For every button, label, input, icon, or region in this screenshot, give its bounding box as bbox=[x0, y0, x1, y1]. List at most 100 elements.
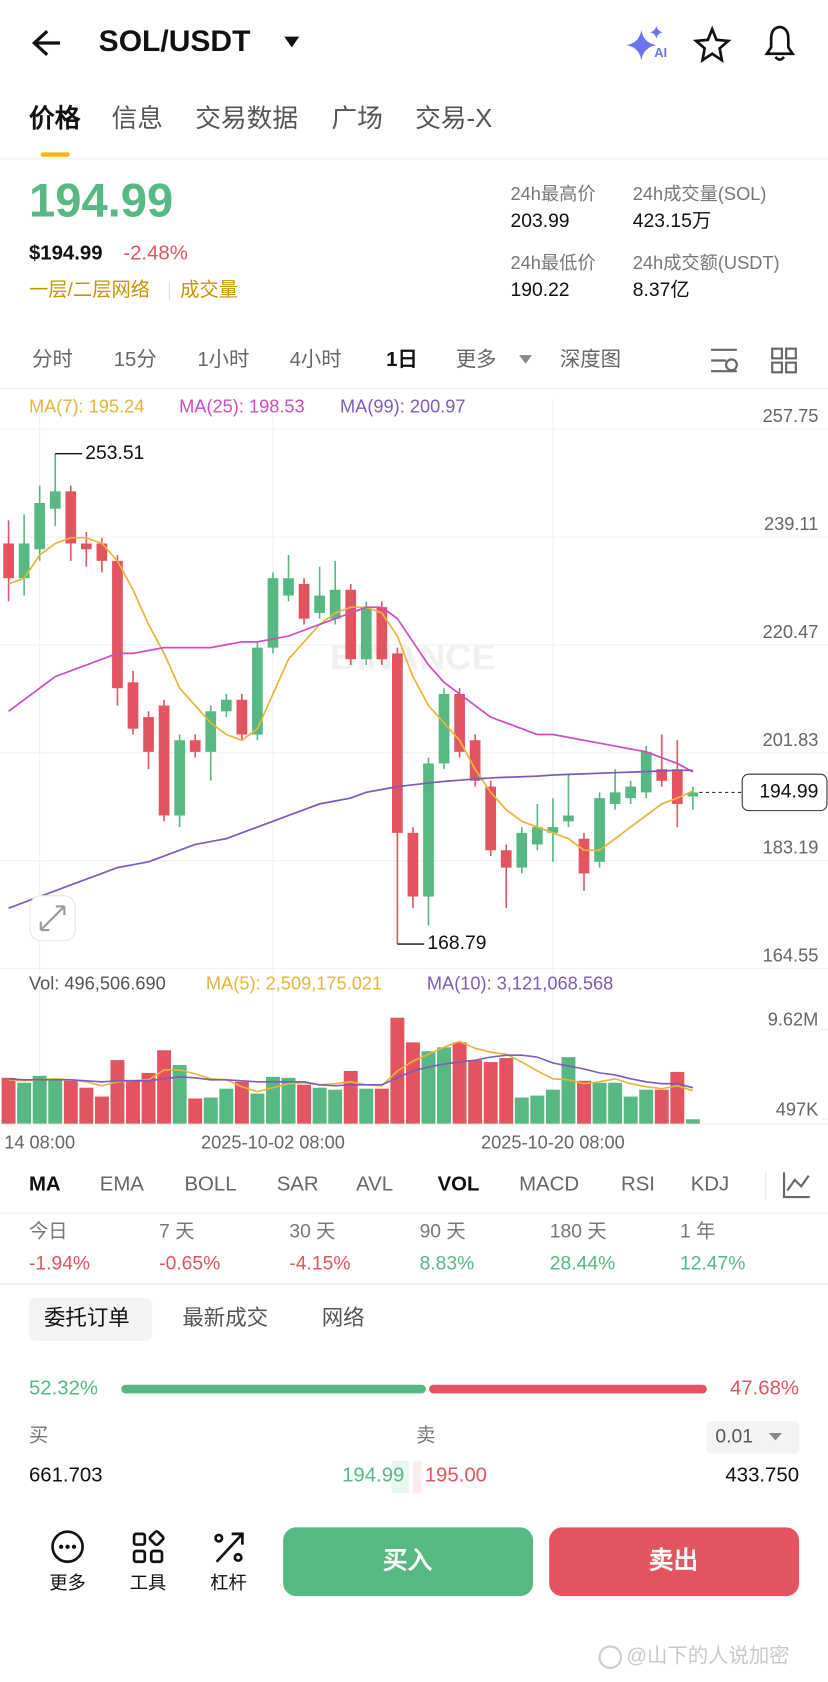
interval[interactable]: 15分 bbox=[114, 348, 157, 371]
buy-ratio-label: 52.32% bbox=[29, 1377, 98, 1399]
interval[interactable]: 分时 bbox=[32, 348, 73, 371]
interval[interactable]: 1日 bbox=[386, 349, 418, 371]
volume-bar bbox=[359, 1088, 374, 1125]
leverage-icon[interactable] bbox=[214, 1532, 244, 1563]
candle-body bbox=[158, 705, 170, 816]
interval[interactable]: 4小时 bbox=[290, 348, 342, 371]
ai-icon[interactable]: AI bbox=[626, 25, 667, 61]
candle-body bbox=[423, 763, 434, 897]
candle-body bbox=[656, 769, 668, 781]
perf-value: 28.44% bbox=[550, 1254, 615, 1275]
tag[interactable]: 成交量 bbox=[180, 279, 238, 301]
volume-bar bbox=[265, 1076, 280, 1125]
volume-bar bbox=[468, 1060, 483, 1125]
action-label[interactable]: 工具 bbox=[130, 1572, 166, 1593]
indicator[interactable]: KDJ bbox=[691, 1174, 729, 1196]
last-price-box bbox=[741, 773, 828, 812]
volume-bar bbox=[514, 1097, 529, 1125]
y-tick-label: 9.62M bbox=[768, 1009, 819, 1030]
settings-icon[interactable] bbox=[711, 348, 738, 373]
interval[interactable]: 深度图 bbox=[560, 348, 621, 371]
interval[interactable]: 1小时 bbox=[197, 348, 249, 371]
indicator[interactable]: AVL bbox=[356, 1174, 393, 1196]
indicator[interactable]: BOLL bbox=[184, 1174, 236, 1196]
layout-icon[interactable] bbox=[771, 347, 797, 374]
dropdown-icon[interactable] bbox=[284, 36, 300, 48]
book-tab[interactable]: 最新成交 bbox=[182, 1306, 268, 1330]
y-tick-label: 257.75 bbox=[763, 405, 819, 426]
tab[interactable]: 广场 bbox=[331, 104, 382, 133]
sell-button[interactable] bbox=[549, 1527, 800, 1597]
expand-icon[interactable] bbox=[29, 895, 76, 942]
back-icon[interactable] bbox=[31, 30, 61, 57]
perf-label: 7 天 bbox=[159, 1222, 194, 1243]
volume-bar bbox=[639, 1089, 654, 1125]
candle-body bbox=[18, 543, 30, 579]
interval[interactable]: 更多 bbox=[456, 348, 497, 371]
candle-body bbox=[189, 740, 201, 752]
volume-bar bbox=[437, 1047, 452, 1125]
volume-bar bbox=[561, 1057, 576, 1125]
watermark: @山下的人说加密 bbox=[626, 1645, 789, 1668]
svg-text:AI: AI bbox=[654, 45, 667, 60]
candle-body bbox=[80, 543, 92, 550]
low-label: 168.79 bbox=[427, 933, 486, 954]
volume-bar bbox=[63, 1080, 78, 1125]
indicator[interactable]: MACD bbox=[519, 1174, 579, 1196]
candle-body bbox=[625, 786, 637, 799]
book-tab[interactable]: 委托订单 bbox=[44, 1306, 130, 1330]
indicator[interactable]: SAR bbox=[277, 1174, 319, 1196]
tab[interactable]: 信息 bbox=[112, 104, 163, 133]
symbol[interactable]: SOL/USDT bbox=[99, 25, 251, 58]
tab[interactable]: 交易-X bbox=[415, 104, 492, 133]
precision-select[interactable] bbox=[706, 1421, 800, 1454]
indicator[interactable]: EMA bbox=[100, 1174, 145, 1196]
more-icon[interactable] bbox=[51, 1530, 84, 1564]
candle-body bbox=[112, 560, 123, 689]
action-label[interactable]: 杠杆 bbox=[210, 1572, 246, 1593]
stat-value: 8.37亿 bbox=[633, 279, 690, 301]
tab[interactable]: 价格 bbox=[29, 103, 81, 133]
volume-bar bbox=[343, 1070, 358, 1125]
ma-line bbox=[8, 769, 693, 909]
favorite-icon[interactable] bbox=[692, 25, 732, 64]
book-tab[interactable]: 网络 bbox=[322, 1306, 365, 1330]
candle-body bbox=[578, 838, 590, 874]
volume-bar bbox=[654, 1089, 669, 1125]
indicator[interactable]: VOL bbox=[438, 1174, 480, 1196]
ask-header: 卖 bbox=[416, 1424, 435, 1446]
perf-label: 1 年 bbox=[680, 1221, 715, 1243]
buy-label[interactable]: 买入 bbox=[383, 1547, 433, 1574]
sell-ratio-bar bbox=[429, 1384, 707, 1394]
indicator[interactable]: MA bbox=[29, 1174, 61, 1196]
stat-value: 423.15万 bbox=[633, 211, 711, 232]
tab-indicator bbox=[40, 152, 70, 157]
volume-bar bbox=[608, 1082, 623, 1125]
tab[interactable]: 交易数据 bbox=[195, 104, 298, 133]
candle-body bbox=[65, 491, 77, 544]
candle-body bbox=[392, 653, 403, 833]
volume-bar bbox=[499, 1058, 514, 1125]
tools-icon[interactable] bbox=[132, 1530, 165, 1564]
x-tick-label: 14 08:00 bbox=[4, 1131, 75, 1152]
volume-bar bbox=[17, 1082, 32, 1125]
candle-body bbox=[376, 607, 388, 660]
candle-body bbox=[96, 543, 108, 561]
volume-bar bbox=[1, 1077, 16, 1125]
candle-body bbox=[49, 491, 61, 509]
perf-value: -0.65% bbox=[159, 1254, 220, 1275]
depth-bar bbox=[391, 1460, 409, 1494]
perf-label: 90 天 bbox=[420, 1222, 466, 1243]
action-label[interactable]: 更多 bbox=[49, 1572, 85, 1593]
sell-label[interactable]: 卖出 bbox=[649, 1546, 698, 1574]
legend-entry: MA(7): 195.24 bbox=[29, 396, 144, 417]
bid-price: 194.99 bbox=[342, 1464, 404, 1486]
buy-button[interactable] bbox=[283, 1527, 534, 1597]
chart-icon[interactable] bbox=[782, 1172, 810, 1199]
tag[interactable]: 一层/二层网络 bbox=[29, 279, 150, 301]
bid-qty: 661.703 bbox=[29, 1464, 103, 1486]
volume-bar bbox=[328, 1089, 343, 1125]
indicator[interactable]: RSI bbox=[621, 1174, 655, 1196]
precision[interactable]: 0.01 bbox=[715, 1426, 753, 1447]
bell-icon[interactable] bbox=[764, 25, 796, 61]
